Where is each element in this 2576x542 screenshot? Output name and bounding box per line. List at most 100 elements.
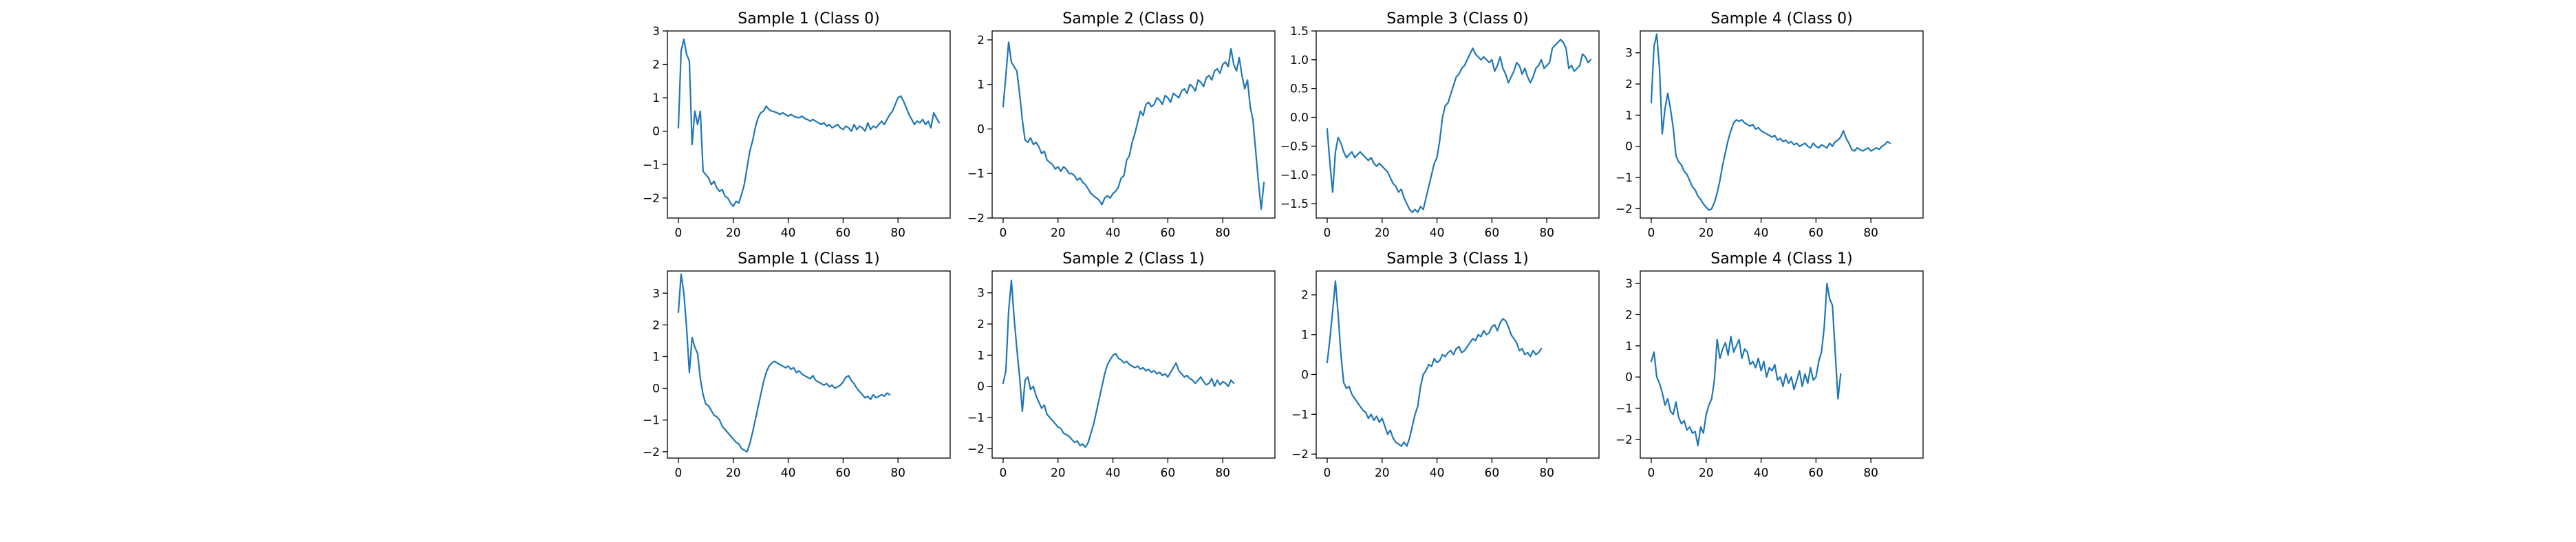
subplot-title: Sample 3 (Class 1) [1386,250,1529,268]
subplot-3: Sample 3 (Class 0) 0 20 40 60 80 −1.5 −1.0 −0.5 0… [1280,10,1600,240]
y-tick-label: −1 [643,414,660,428]
y-tick-label: 3 [1625,277,1633,291]
y-tick-label: 0 [977,122,985,136]
x-tick-label: 60 [836,466,851,480]
x-tick-label: 40 [1430,466,1445,480]
x-tick-label: 20 [1699,226,1714,240]
y-tick-label: 2 [1301,289,1309,303]
y-tick-label: 0 [652,125,660,139]
subplot-5: Sample 1 (Class 1) 0 20 40 60 80 −2 −1 0 1 2 3 [643,250,951,480]
x-tick-label: 60 [1485,226,1500,240]
series-line [1650,33,1891,211]
x-tick-label: 0 [675,226,683,240]
y-tick-label: 2 [652,318,660,332]
x-tick-label: 60 [1161,226,1176,240]
subplot-title: Sample 4 (Class 0) [1710,10,1853,28]
y-tick-label: −2 [1616,433,1633,447]
y-tick-label: −0.5 [1280,140,1309,153]
subplot-8: Sample 4 (Class 1) 0 20 40 60 80 −2 −1 0 1 2 3 [1616,250,1924,480]
series-line [1326,39,1592,213]
x-tick-label: 20 [1375,466,1390,480]
x-tick-label: 20 [726,226,741,240]
axes-frame [991,270,1276,459]
y-tick-label: −1 [643,158,660,172]
series-line [1002,279,1235,448]
y-tick-label: 3 [652,25,660,39]
y-tick-label: 2 [977,34,985,47]
y-tick-label: 0 [1625,140,1633,154]
y-tick-label: −2 [1616,202,1633,216]
x-tick-label: 0 [1000,466,1007,480]
x-tick-label: 80 [1863,466,1878,480]
x-tick-label: 60 [1809,226,1824,240]
series-line [1326,280,1543,447]
x-tick-label: 20 [1375,226,1390,240]
x-tick-label: 0 [1324,466,1331,480]
x-tick-label: 40 [1106,466,1121,480]
x-tick-label: 80 [890,226,905,240]
x-tick-label: 40 [781,466,796,480]
y-tick-label: 0.0 [1290,111,1309,125]
x-tick-label: 40 [1754,466,1769,480]
subplot-7: Sample 3 (Class 1) 0 20 40 60 80 −2 −1 0 1 2 [1291,250,1600,480]
y-tick-label: −2 [1291,448,1309,462]
y-tick-label: 2 [1625,78,1633,91]
x-tick-label: 20 [726,466,741,480]
x-tick-label: 80 [890,466,905,480]
y-tick-label: −1 [1616,171,1633,185]
x-tick-label: 80 [1215,466,1230,480]
y-tick-label: −1 [1616,402,1633,415]
x-tick-label: 80 [1863,226,1878,240]
subplot-1: Sample 1 (Class 0) 0 20 40 60 80 −2 −1 0 1 2 3 [643,10,951,240]
axes-frame [991,30,1276,219]
y-tick-label: 1 [1625,109,1633,122]
y-tick-label: 1 [652,350,660,364]
x-tick-label: 80 [1539,466,1554,480]
y-tick-label: 2 [977,318,985,332]
x-tick-label: 40 [1106,226,1121,240]
axes-frame [1640,270,1924,459]
subplot-2: Sample 2 (Class 0) 0 20 40 60 80 −2 −1 0 1 2 [967,10,1276,240]
subplot-4: Sample 4 (Class 0) 0 20 40 60 80 −2 −1 0 1 2 3 [1616,10,1924,240]
y-tick-label: 2 [652,58,660,72]
y-tick-label: 0 [652,382,660,396]
subplot-title: Sample 4 (Class 1) [1710,250,1853,268]
y-tick-label: 0 [977,380,985,394]
subplot-title: Sample 2 (Class 1) [1062,250,1205,268]
x-tick-label: 0 [675,466,683,480]
axes-frame [667,270,951,459]
y-tick-label: 3 [652,287,660,301]
x-tick-label: 60 [1161,466,1176,480]
y-tick-label: −1.0 [1280,169,1309,182]
x-tick-label: 0 [1648,466,1655,480]
axes-frame [1316,30,1600,219]
x-tick-label: 40 [1430,226,1445,240]
x-tick-label: 20 [1051,466,1066,480]
y-tick-label: 0 [1625,371,1633,384]
x-tick-label: 20 [1051,226,1066,240]
y-tick-label: 0 [1301,368,1309,382]
x-tick-label: 0 [1000,226,1007,240]
x-tick-label: 80 [1539,226,1554,240]
subplot-title: Sample 1 (Class 0) [738,10,880,28]
x-tick-label: 80 [1215,226,1230,240]
y-tick-label: −1.5 [1280,197,1309,211]
y-tick-label: 1 [977,78,985,92]
series-line [1002,41,1265,210]
series-line [677,39,941,208]
y-tick-label: −2 [967,212,985,226]
y-tick-label: 3 [977,287,985,301]
y-tick-label: 1 [1301,329,1309,343]
y-tick-label: −1 [967,167,985,181]
subplot-title: Sample 2 (Class 0) [1062,10,1205,28]
y-tick-label: −1 [967,411,985,425]
series-line [677,273,891,453]
y-tick-label: 1.0 [1290,54,1309,67]
y-tick-label: −2 [643,446,660,459]
x-tick-label: 40 [1754,226,1769,240]
axes-frame [667,30,951,219]
x-tick-label: 0 [1648,226,1655,240]
x-tick-label: 0 [1324,226,1331,240]
subplot-title: Sample 3 (Class 0) [1386,10,1529,28]
